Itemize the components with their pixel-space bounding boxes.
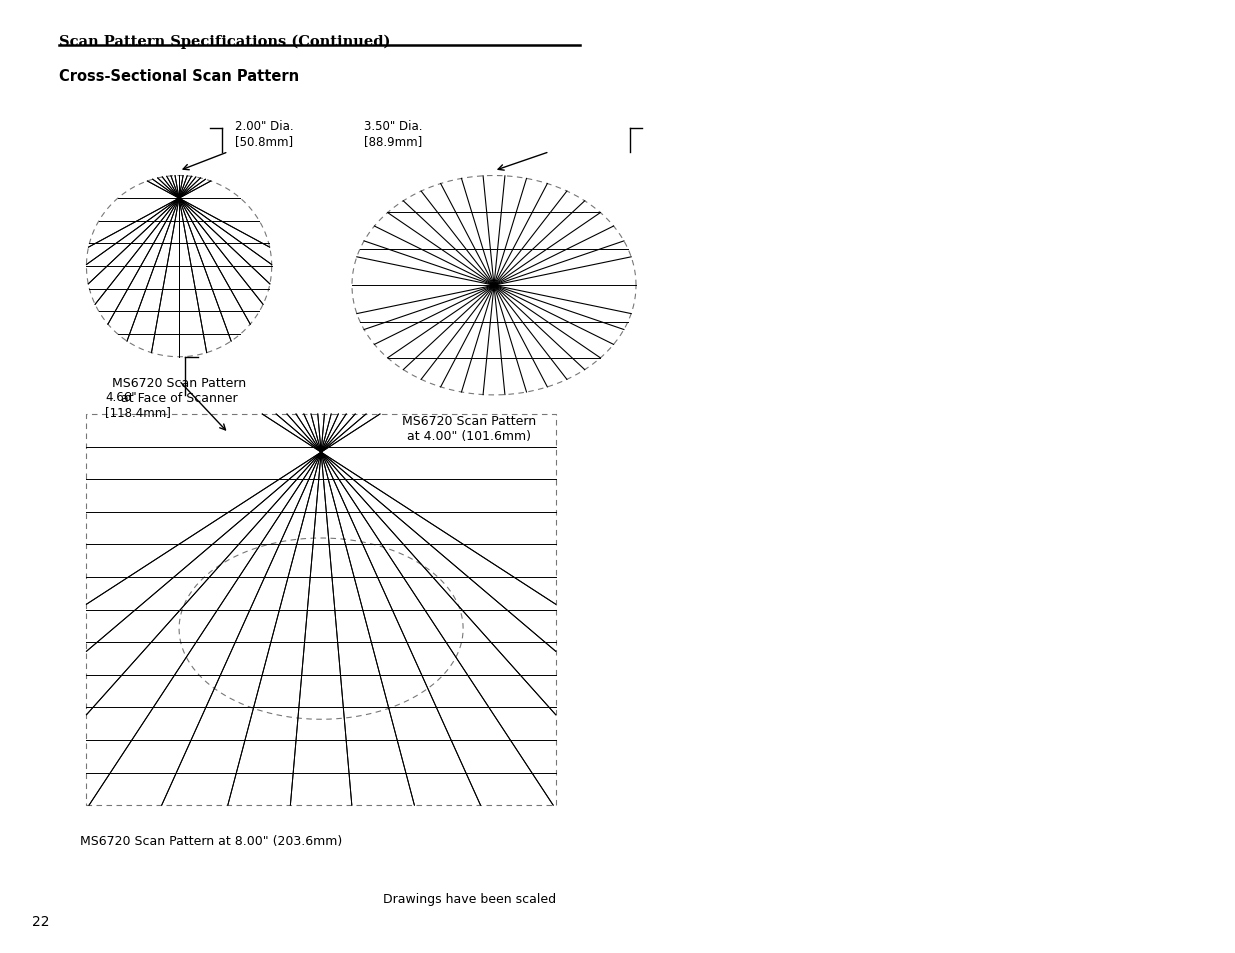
Text: 4.66"
[118.4mm]: 4.66" [118.4mm] bbox=[105, 391, 170, 418]
Text: Scan Pattern Specifications (Continued): Scan Pattern Specifications (Continued) bbox=[59, 34, 390, 49]
Text: MS6720 Scan Pattern
at 4.00" (101.6mm): MS6720 Scan Pattern at 4.00" (101.6mm) bbox=[403, 415, 536, 442]
Text: 2.00" Dia.
[50.8mm]: 2.00" Dia. [50.8mm] bbox=[235, 120, 293, 148]
Text: MS6720 Scan Pattern
at Face of Scanner: MS6720 Scan Pattern at Face of Scanner bbox=[112, 376, 246, 404]
Text: 3.50" Dia.
[88.9mm]: 3.50" Dia. [88.9mm] bbox=[364, 120, 422, 148]
Text: MS6720 Scan Pattern at 8.00" (203.6mm): MS6720 Scan Pattern at 8.00" (203.6mm) bbox=[80, 834, 342, 847]
Text: 22: 22 bbox=[32, 914, 49, 928]
Text: Drawings have been scaled: Drawings have been scaled bbox=[383, 892, 556, 905]
Text: Cross-Sectional Scan Pattern: Cross-Sectional Scan Pattern bbox=[59, 69, 299, 84]
